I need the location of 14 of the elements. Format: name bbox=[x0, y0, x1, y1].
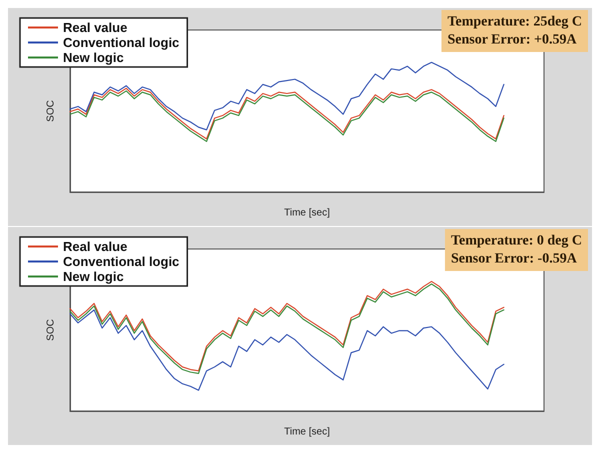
y-axis-title: SOC bbox=[46, 319, 56, 341]
x-axis-title: Time [sec] bbox=[284, 208, 330, 218]
text: Temperature: 0 deg C bbox=[450, 234, 582, 248]
legend-label: Conventional logic bbox=[63, 254, 180, 269]
legend-label: New logic bbox=[63, 50, 124, 65]
legend-label: New logic bbox=[63, 269, 124, 284]
text: Sensor Error: +0.59A bbox=[447, 32, 578, 48]
y-axis-title: SOC bbox=[46, 100, 56, 122]
text: Sensor Error: -0.59A bbox=[450, 252, 578, 266]
legend-label: Conventional logic bbox=[63, 35, 180, 50]
legend-label: Real value bbox=[63, 20, 128, 35]
x-axis-title: Time [sec] bbox=[284, 426, 330, 438]
legend-label: Real value bbox=[63, 239, 128, 254]
text: Temperature: 25deg C bbox=[447, 14, 582, 30]
